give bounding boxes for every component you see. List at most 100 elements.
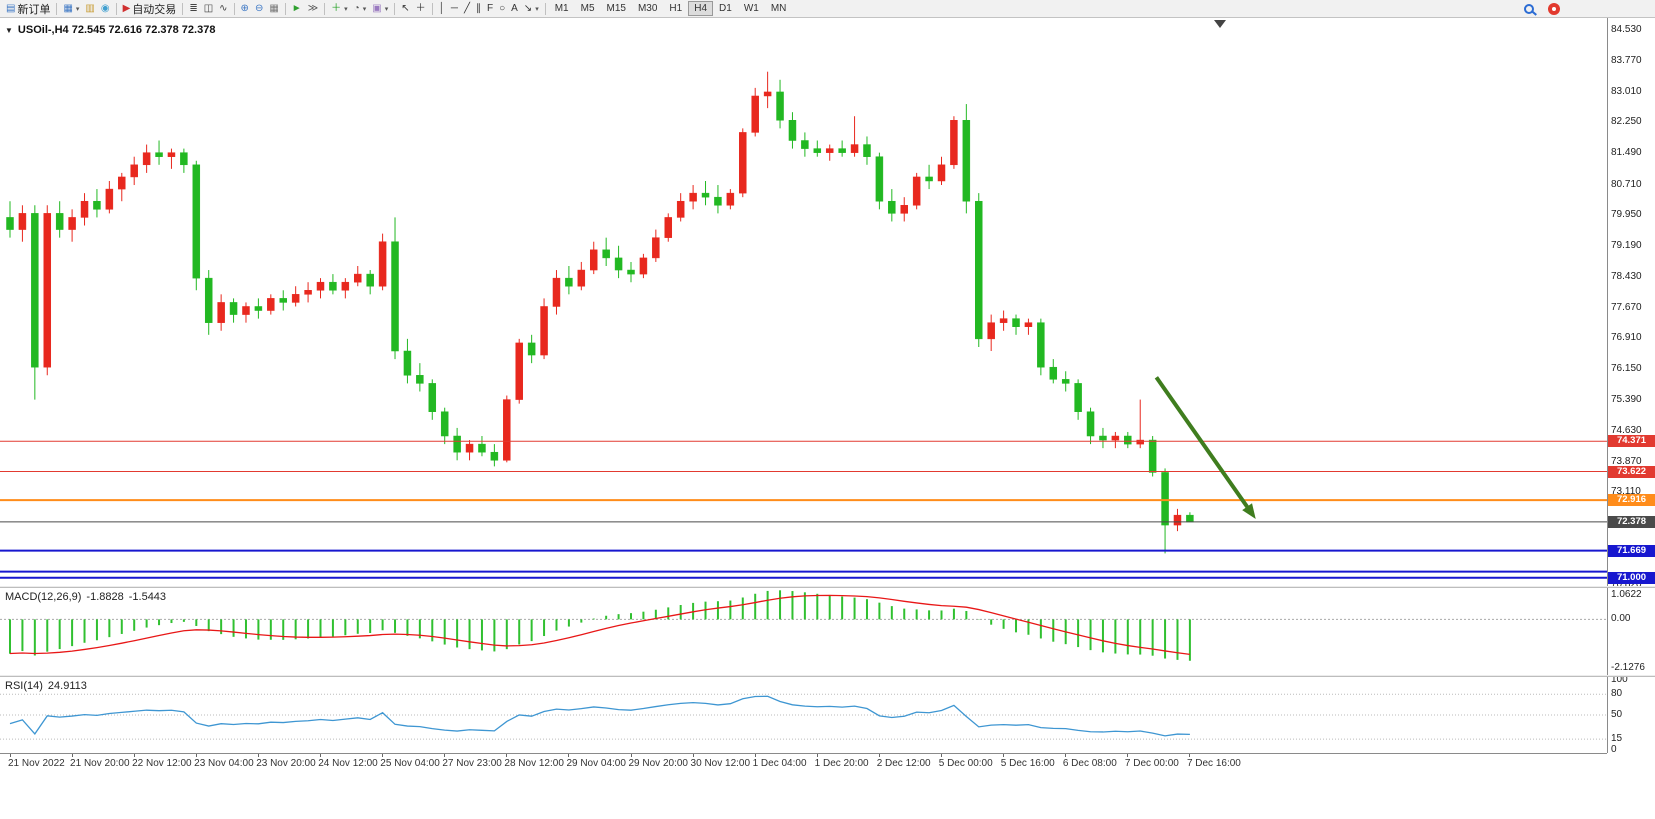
macd-signal-line bbox=[9, 594, 1190, 655]
rsi-axis-label: 15 bbox=[1611, 733, 1623, 745]
channel-button[interactable]: ∥ bbox=[473, 1, 484, 17]
search-icon[interactable] bbox=[1524, 3, 1534, 14]
timeframe-M5[interactable]: M5 bbox=[580, 3, 595, 14]
timeframe-M30[interactable]: M30 bbox=[637, 3, 658, 14]
timeframe-W1[interactable]: W1 bbox=[743, 3, 759, 14]
bar-chart-button[interactable]: ≣ bbox=[186, 1, 200, 17]
chevron-down-icon: ▾ bbox=[384, 5, 389, 13]
toolbar-separator bbox=[324, 2, 326, 15]
time-axis-tick bbox=[382, 754, 384, 757]
zoom-in-button[interactable]: ⊕ bbox=[238, 1, 252, 17]
time-axis-tick bbox=[940, 754, 942, 757]
toolbar-group-insert: ＋ ▾ ◔ ▾ ▣ ▾ bbox=[328, 1, 391, 17]
chart-shift-button[interactable]: ≫ bbox=[305, 1, 321, 17]
tile-windows-button[interactable]: ▦ bbox=[266, 1, 281, 17]
price-axis-label: 84.530 bbox=[1611, 24, 1642, 35]
time-axis-label: 30 Nov 12:00 bbox=[690, 758, 751, 769]
periods-icon: ◔ bbox=[353, 2, 360, 14]
time-axis-label: 27 Nov 23:00 bbox=[442, 758, 502, 769]
price-level-tag: 71.000 bbox=[1608, 571, 1655, 584]
time-axis-label: 29 Nov 20:00 bbox=[628, 758, 689, 769]
candlestick-chart-button[interactable]: ◫ bbox=[201, 1, 216, 17]
trendline-icon: ╱ bbox=[463, 2, 470, 14]
shapes-button[interactable]: ○ bbox=[496, 1, 508, 17]
toolbar-group-autotrading: ▶ 自动交易 bbox=[120, 1, 180, 17]
rsi-panel[interactable]: RSI(14) 24.9113 bbox=[0, 677, 1607, 753]
timeframe-M1[interactable]: M1 bbox=[554, 3, 569, 14]
data-window-icon: ◉ bbox=[100, 2, 110, 14]
time-axis-tick bbox=[134, 754, 136, 757]
timeframe-H4[interactable]: H4 bbox=[688, 1, 714, 16]
auto-scroll-button[interactable]: ► bbox=[289, 1, 305, 17]
toolbar-group-timeframes: M1 M5 M15 M30 H1 H4 D1 W1 MN bbox=[549, 1, 793, 16]
horizontal-line-button[interactable]: ─ bbox=[448, 1, 461, 17]
profiles-button[interactable]: ▥ bbox=[82, 1, 97, 17]
crosshair-button[interactable]: ＋ bbox=[413, 1, 429, 17]
charts-window-icon: ▦ bbox=[63, 2, 73, 14]
toolbar-separator bbox=[115, 2, 117, 15]
price-axis-label: 83.010 bbox=[1611, 85, 1642, 97]
candlestick-chart[interactable] bbox=[0, 18, 1607, 586]
candlestick-chart-icon: ◫ bbox=[203, 2, 214, 14]
timeframe-D1[interactable]: D1 bbox=[719, 3, 732, 14]
timeframe-M15[interactable]: M15 bbox=[606, 3, 626, 14]
toolbar-separator bbox=[394, 2, 396, 15]
auto-trading-button[interactable]: ▶ 自动交易 bbox=[120, 1, 180, 17]
templates-button[interactable]: ▣ ▾ bbox=[369, 1, 391, 17]
new-order-button[interactable]: ▤ 新订单 bbox=[3, 1, 53, 17]
panel-separator-rsi[interactable] bbox=[0, 675, 1655, 677]
price-axis-label: 82.250 bbox=[1611, 116, 1642, 128]
time-axis[interactable]: 21 Nov 2022 21 Nov 20:00 22 Nov 12:00 23 No… bbox=[0, 753, 1607, 771]
toolbar-separator bbox=[284, 2, 286, 15]
timeframe-H1[interactable]: H1 bbox=[669, 3, 683, 14]
fibonacci-icon: F bbox=[486, 2, 494, 14]
indicators-button[interactable]: ＋ ▾ bbox=[328, 1, 351, 17]
collapse-symbol-icon[interactable]: ▼ bbox=[5, 25, 13, 35]
time-axis-tick bbox=[1126, 754, 1128, 757]
macd-chart[interactable] bbox=[0, 588, 1607, 675]
fibonacci-button[interactable]: F bbox=[484, 1, 496, 17]
indicators-icon: ＋ bbox=[331, 2, 342, 14]
zoom-out-button[interactable]: ⊖ bbox=[252, 1, 266, 17]
chart-shift-icon: ≫ bbox=[307, 2, 319, 14]
rsi-label: RSI(14) 24.9113 bbox=[5, 680, 87, 692]
toolbar-separator bbox=[56, 2, 58, 15]
level-lines bbox=[0, 440, 1607, 579]
cursor-button[interactable]: ↖ bbox=[398, 1, 412, 17]
data-window-button[interactable]: ◉ bbox=[98, 1, 113, 17]
timeframe-MN[interactable]: MN bbox=[770, 3, 787, 14]
auto-trading-button-label: 自动交易 bbox=[132, 3, 177, 16]
arrows-button[interactable]: ↘ ▾ bbox=[521, 1, 542, 17]
price-axis[interactable]: 84.530 83.770 83.010 82.250 81.490 80.710 79.9… bbox=[1607, 18, 1655, 754]
text-button[interactable]: A bbox=[508, 1, 521, 17]
time-axis-tick bbox=[196, 754, 198, 757]
trendline-button[interactable]: ╱ bbox=[461, 1, 473, 17]
shapes-icon: ○ bbox=[499, 2, 506, 14]
price-axis-label: 73.870 bbox=[1611, 455, 1642, 467]
rsi-name: RSI(14) bbox=[5, 680, 43, 692]
macd-axis-label: 0.00 bbox=[1611, 613, 1631, 625]
price-axis-label: 75.390 bbox=[1611, 393, 1642, 405]
macd-panel[interactable]: MACD(12,26,9) -1.8828 -1.5443 bbox=[0, 588, 1607, 675]
main-chart-panel[interactable]: ▼ USOil-,H4 72.545 72.616 72.378 72.378 bbox=[0, 18, 1607, 586]
charts-window-button[interactable]: ▦ ▾ bbox=[60, 1, 82, 17]
price-axis-label: 78.430 bbox=[1611, 270, 1642, 282]
rsi-chart[interactable] bbox=[0, 677, 1607, 753]
price-axis-label: 79.950 bbox=[1611, 209, 1642, 221]
new-order-button-label: 新订单 bbox=[17, 3, 51, 16]
vertical-line-button[interactable]: │ bbox=[436, 1, 448, 17]
time-axis-label: 24 Nov 12:00 bbox=[318, 758, 378, 769]
periods-button[interactable]: ◔ ▾ bbox=[351, 1, 370, 17]
panel-separator-macd[interactable] bbox=[0, 586, 1655, 588]
auto-scroll-icon: ► bbox=[291, 2, 302, 14]
notification-icon[interactable] bbox=[1548, 2, 1560, 15]
line-chart-button[interactable]: ∿ bbox=[216, 1, 230, 17]
price-axis-label: 73.110 bbox=[1611, 486, 1641, 498]
time-axis-label: 22 Nov 12:00 bbox=[132, 758, 192, 769]
toolbar-group-zoom: ⊕ ⊖ ▦ bbox=[238, 1, 282, 17]
time-axis-tick bbox=[258, 754, 260, 757]
time-axis-tick bbox=[506, 754, 508, 757]
symbol-ohlc-label: USOil-,H4 72.545 72.616 72.378 72.378 bbox=[17, 24, 216, 36]
price-level-tag: 71.669 bbox=[1608, 544, 1655, 557]
time-axis-label: 25 Nov 04:00 bbox=[380, 758, 440, 769]
